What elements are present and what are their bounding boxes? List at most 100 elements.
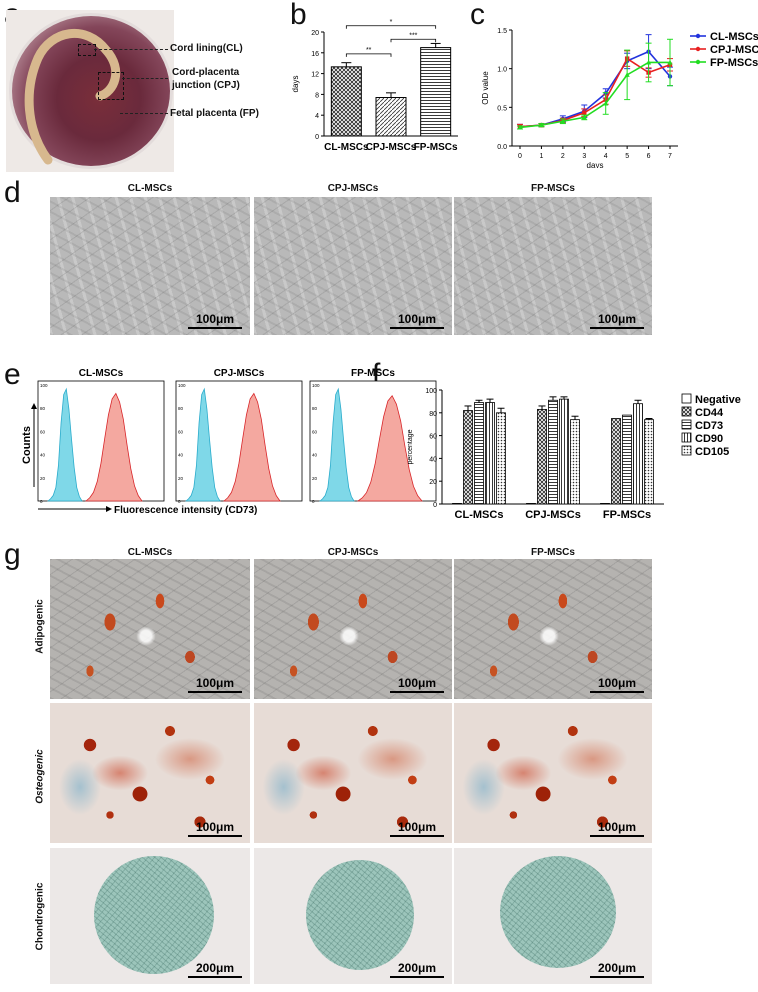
y-tick-label: 12 — [311, 72, 319, 79]
y-tick-label: 1.5 — [497, 28, 507, 35]
bar — [644, 419, 654, 505]
x-tick-label: 5 — [625, 153, 629, 160]
y-tick-label: 40 — [40, 453, 46, 458]
y-tick-label: 0 — [178, 499, 181, 504]
histogram-title: CL-MSCs — [79, 368, 124, 379]
legend-label: Negative — [695, 394, 741, 406]
legend-label: CD90 — [695, 433, 723, 445]
pellet — [306, 860, 414, 970]
x-tick-label: FP-MSCs — [414, 142, 458, 153]
x-tick-label: FP-MSCs — [603, 509, 651, 521]
bar — [463, 410, 473, 505]
bar — [526, 503, 536, 505]
y-arrowhead — [31, 403, 37, 409]
legend-swatch — [681, 445, 692, 456]
scale-bar — [188, 976, 242, 978]
y-tick-label: 60 — [312, 429, 318, 434]
placenta-photo — [6, 10, 174, 172]
y-tick-label: 80 — [429, 411, 437, 418]
g-title-cl: CL-MSCs — [127, 547, 173, 558]
bar — [633, 403, 643, 505]
bar — [485, 402, 495, 505]
point — [538, 122, 545, 128]
point — [603, 100, 609, 106]
bar — [375, 97, 407, 137]
x-tick-label: 4 — [604, 153, 608, 160]
legend-label: CL-MSCs — [710, 31, 758, 43]
scale-label: 100μm — [195, 676, 235, 690]
surface-marker-chart: 0 20 40 60 80 100 percentage CL-MSCs CPJ-MSCs FP-… — [407, 388, 741, 521]
x-tick-label: 3 — [582, 153, 586, 160]
significance-bracket — [390, 38, 437, 43]
leader-line-cl — [94, 49, 168, 50]
scale-bar — [188, 691, 242, 693]
point — [560, 118, 566, 124]
legend-marker — [695, 46, 701, 52]
legend-label: CD73 — [695, 420, 723, 432]
y-tick-label: 100 — [312, 383, 320, 388]
bar — [548, 399, 558, 505]
y-axis-label: OD value — [481, 71, 490, 105]
x-tick-label: CL-MSCs — [455, 509, 504, 521]
leader-line-cpj — [122, 78, 168, 79]
legend-marker — [695, 59, 701, 65]
legend-label: CPJ-MSCs — [710, 44, 758, 56]
bar — [559, 398, 569, 505]
histogram-title: CPJ-MSCs — [214, 368, 265, 379]
row-label-osteogenic: Osteogenic — [34, 749, 46, 804]
pellet — [94, 856, 214, 974]
x-tick-label: 2 — [561, 153, 565, 160]
d-title-cl: CL-MSCs — [127, 183, 173, 194]
x-axis-label: Fluorescence intensity (CD73) — [114, 505, 257, 516]
scale-label: 200μm — [597, 961, 637, 975]
osteogenic-fp: 100μm — [454, 703, 652, 843]
scale-bar — [188, 327, 242, 329]
y-tick-label: 0.5 — [497, 105, 507, 112]
scale-bar — [590, 835, 644, 837]
scale-bar — [390, 691, 444, 693]
x-tick-label: 0 — [518, 153, 522, 160]
legend-swatch — [681, 432, 692, 443]
negative-histogram — [318, 387, 355, 502]
doubling-time-chart: 048121620daysCL-MSCsCPJ-MSCsFP-MSCs*****… — [291, 19, 458, 153]
x-tick-label: CPJ-MSCs — [525, 509, 581, 521]
y-tick-label: 20 — [312, 476, 318, 481]
y-tick-label: 80 — [178, 406, 184, 411]
adipogenic-cl: 100μm — [50, 559, 250, 699]
micrograph-fp: 100μm — [454, 197, 652, 335]
d-title-fp: FP-MSCs — [531, 183, 575, 194]
negative-histogram — [46, 387, 83, 502]
point — [645, 59, 652, 65]
scale-label: 100μm — [597, 312, 637, 326]
label-cord-lining: Cord lining(CL) — [170, 43, 243, 54]
g-title-fp: FP-MSCs — [531, 547, 575, 558]
x-tick-label: CPJ-MSCs — [366, 142, 417, 153]
point — [667, 59, 673, 65]
label-junction-cpj: junction (CPJ) — [172, 80, 240, 91]
bar — [496, 412, 506, 505]
y-tick-label: 0 — [433, 502, 437, 509]
growth-curve-chart: 0.0 0.5 1.0 1.5 0 1 2 3 4 5 6 7 days OD value CL-MSCsC… — [481, 28, 758, 168]
scale-label: 100μm — [195, 820, 235, 834]
scale-label: 200μm — [397, 961, 437, 975]
y-tick-label: 100 — [425, 388, 437, 395]
y-tick-label: 0 — [40, 499, 43, 504]
pellet — [500, 856, 616, 968]
bar — [600, 503, 610, 505]
d-title-cpj: CPJ-MSCs — [327, 183, 379, 194]
x-tick-label: CL-MSCs — [324, 142, 369, 153]
point — [624, 72, 630, 77]
bar — [474, 402, 484, 505]
y-tick-label: 60 — [429, 434, 437, 441]
scale-bar — [390, 835, 444, 837]
micrograph-cl: 100μm — [50, 197, 250, 335]
panel-letter-f: f — [372, 358, 381, 391]
scale-bar — [390, 327, 444, 329]
scale-label: 100μm — [195, 312, 235, 326]
x-axis-label: days — [587, 161, 604, 168]
adipogenic-fp: 100μm — [454, 559, 652, 699]
y-tick-label: 80 — [40, 406, 46, 411]
chondrogenic-cpj: 200μm — [254, 848, 452, 984]
label-cord-placenta: Cord-placenta — [172, 67, 240, 78]
legend-label: CD44 — [695, 407, 724, 419]
